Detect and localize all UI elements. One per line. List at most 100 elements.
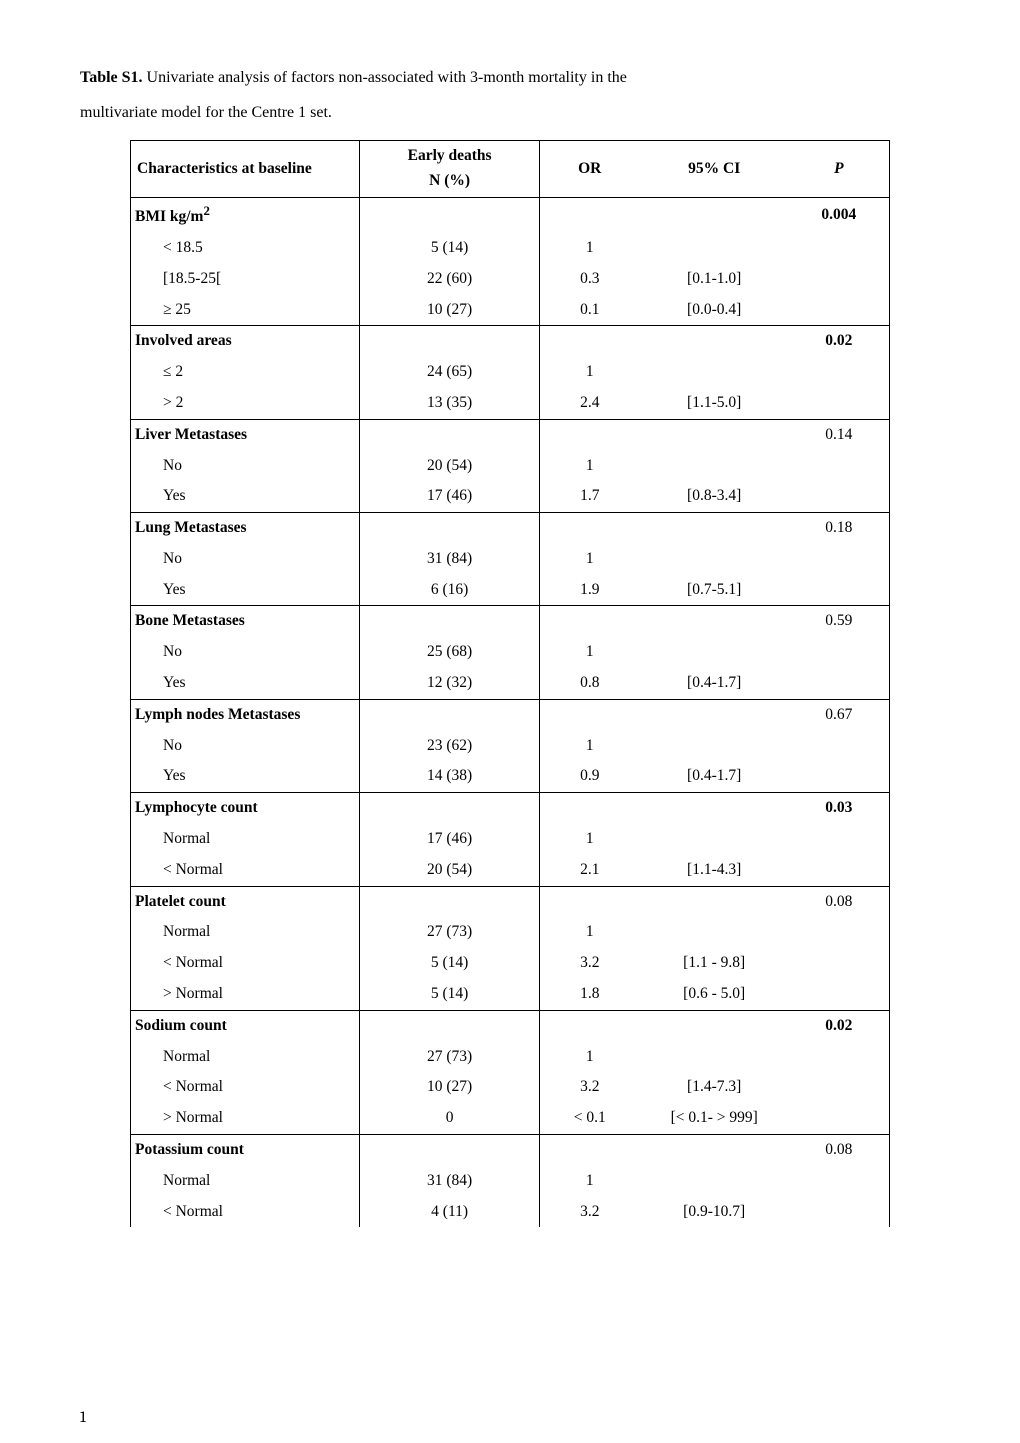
section-ci-blank [640, 1010, 789, 1041]
table-row: No25 (68)1 [131, 637, 890, 668]
section-ci-blank [640, 606, 789, 637]
row-p-blank [789, 544, 890, 575]
section-or-blank [539, 513, 640, 544]
row-label: < 18.5 [131, 233, 360, 264]
row-p-blank [789, 388, 890, 419]
row-ci: [1.4-7.3] [640, 1072, 789, 1103]
row-or: 2.1 [539, 855, 640, 886]
row-early-deaths: 23 (62) [360, 731, 539, 762]
row-label: > 2 [131, 388, 360, 419]
section-p-value: 0.08 [789, 1135, 890, 1166]
row-ci [640, 233, 789, 264]
row-or: 1 [539, 544, 640, 575]
row-or: 1 [539, 1042, 640, 1073]
row-early-deaths: 5 (14) [360, 233, 539, 264]
header-early-deaths: Early deaths N (%) [360, 141, 539, 198]
row-early-deaths: 20 (54) [360, 451, 539, 482]
section-p-value: 0.03 [789, 793, 890, 824]
table-row: No31 (84)1 [131, 544, 890, 575]
row-label: [18.5-25[ [131, 264, 360, 295]
section-header-row: Platelet count0.08 [131, 886, 890, 917]
row-early-deaths: 5 (14) [360, 948, 539, 979]
row-early-deaths: 5 (14) [360, 979, 539, 1010]
row-early-deaths: 24 (65) [360, 357, 539, 388]
row-ci [640, 731, 789, 762]
row-or: 2.4 [539, 388, 640, 419]
header-p: P [789, 141, 890, 198]
section-p-value: 0.59 [789, 606, 890, 637]
row-or: 1.7 [539, 481, 640, 512]
section-or-blank [539, 197, 640, 232]
section-header-row: BMI kg/m20.004 [131, 197, 890, 232]
row-ci [640, 357, 789, 388]
row-p-blank [789, 979, 890, 1010]
table-row: Normal17 (46)1 [131, 824, 890, 855]
table-row: ≤ 224 (65)1 [131, 357, 890, 388]
page-number: 1 [80, 1400, 86, 1435]
section-ed-blank [360, 1135, 539, 1166]
row-p-blank [789, 1166, 890, 1197]
row-ci [640, 637, 789, 668]
section-or-blank [539, 886, 640, 917]
row-or: 1 [539, 917, 640, 948]
row-p-blank [789, 233, 890, 264]
section-title: Lung Metastases [131, 513, 360, 544]
section-ed-blank [360, 606, 539, 637]
table-row: Normal31 (84)1 [131, 1166, 890, 1197]
row-p-blank [789, 1072, 890, 1103]
section-p-value: 0.02 [789, 326, 890, 357]
row-p-blank [789, 824, 890, 855]
table-row: No23 (62)1 [131, 731, 890, 762]
section-ci-blank [640, 419, 789, 450]
row-or: 1 [539, 357, 640, 388]
table-row: > Normal0< 0.1[< 0.1- > 999] [131, 1103, 890, 1134]
section-title: Bone Metastases [131, 606, 360, 637]
row-label: Yes [131, 668, 360, 699]
header-characteristics: Characteristics at baseline [131, 141, 360, 198]
row-label: No [131, 544, 360, 575]
table-row: < Normal10 (27)3.2[1.4-7.3] [131, 1072, 890, 1103]
section-p-value: 0.02 [789, 1010, 890, 1041]
header-row: Characteristics at baseline Early deaths… [131, 141, 890, 198]
section-ci-blank [640, 699, 789, 730]
row-label: ≥ 25 [131, 295, 360, 326]
section-ci-blank [640, 513, 789, 544]
row-p-blank [789, 1042, 890, 1073]
row-or: 0.1 [539, 295, 640, 326]
table-row: < 18.55 (14)1 [131, 233, 890, 264]
row-or: 1 [539, 637, 640, 668]
row-label: < Normal [131, 855, 360, 886]
section-title: Platelet count [131, 886, 360, 917]
caption-line2: multivariate model for the Centre 1 set. [80, 104, 332, 121]
section-ci-blank [640, 326, 789, 357]
row-early-deaths: 17 (46) [360, 824, 539, 855]
section-title: Lymphocyte count [131, 793, 360, 824]
row-label: < Normal [131, 1197, 360, 1228]
row-or: 0.3 [539, 264, 640, 295]
row-or: 1.9 [539, 575, 640, 606]
row-ci [640, 917, 789, 948]
row-or: 1 [539, 233, 640, 264]
row-ci [640, 824, 789, 855]
header-or: OR [539, 141, 640, 198]
row-label: > Normal [131, 979, 360, 1010]
row-early-deaths: 12 (32) [360, 668, 539, 699]
row-early-deaths: 31 (84) [360, 1166, 539, 1197]
section-p-value: 0.004 [789, 197, 890, 232]
row-ci [640, 451, 789, 482]
row-or: 1 [539, 451, 640, 482]
section-title: Liver Metastases [131, 419, 360, 450]
section-ed-blank [360, 197, 539, 232]
table-row: > Normal5 (14)1.8[0.6 - 5.0] [131, 979, 890, 1010]
header-ci: 95% CI [640, 141, 789, 198]
section-ed-blank [360, 699, 539, 730]
row-label: < Normal [131, 948, 360, 979]
row-early-deaths: 25 (68) [360, 637, 539, 668]
table-body: BMI kg/m20.004< 18.55 (14)1[18.5-25[22 (… [131, 197, 890, 1227]
row-label: < Normal [131, 1072, 360, 1103]
row-label: ≤ 2 [131, 357, 360, 388]
row-label: No [131, 637, 360, 668]
row-p-blank [789, 855, 890, 886]
row-early-deaths: 13 (35) [360, 388, 539, 419]
row-early-deaths: 10 (27) [360, 1072, 539, 1103]
